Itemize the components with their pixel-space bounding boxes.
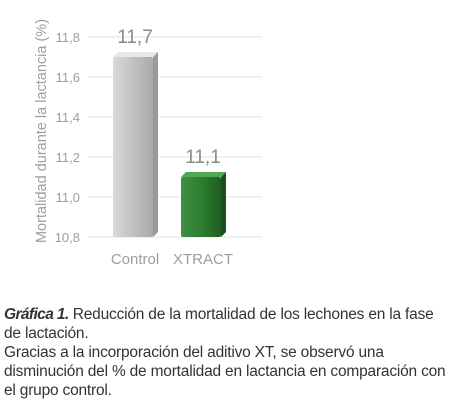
bar-top: [113, 52, 158, 57]
x-axis-ticks: Control XTRACT: [111, 251, 233, 268]
bars: [113, 52, 226, 237]
y-tick-label: 10,8: [55, 230, 80, 245]
x-tick-label: XTRACT: [173, 251, 233, 268]
caption-title-text: Reducción de la mortalidad de los lechon…: [4, 306, 434, 342]
bar-side: [221, 172, 226, 237]
y-tick-label: 11,6: [56, 70, 80, 85]
figure-caption: Gráfica 1. Reducción de la mortalidad de…: [4, 305, 448, 400]
y-axis-ticks: 10,8 11,0 11,2 11,4 11,6 11,8: [55, 30, 80, 245]
x-tick-label: Control: [111, 251, 159, 268]
bar-xtract: [181, 172, 226, 237]
caption-lead: Gráfica 1.: [4, 306, 69, 323]
caption-title: Gráfica 1. Reducción de la mortalidad de…: [4, 305, 448, 343]
bar-front: [113, 57, 153, 237]
bar-front: [181, 177, 221, 237]
bar-control: [113, 52, 158, 237]
data-labels: 11,7 11,1: [117, 27, 221, 168]
bar-top: [181, 172, 226, 177]
y-tick-label: 11,8: [56, 30, 80, 45]
y-tick-label: 11,4: [56, 110, 80, 125]
y-tick-label: 11,2: [56, 150, 80, 165]
y-tick-label: 11,0: [56, 190, 80, 205]
bar-chart: 10,8 11,0 11,2 11,4 11,6 11,8 Control XTRACT 1…: [34, 19, 262, 268]
data-label: 11,1: [185, 147, 221, 168]
data-label: 11,7: [117, 27, 153, 48]
caption-body: Gracias a la incorporación del aditivo X…: [4, 344, 446, 399]
y-axis-label: Mortalidad durante la lactancia (%): [34, 19, 50, 243]
bar-side: [153, 52, 158, 237]
